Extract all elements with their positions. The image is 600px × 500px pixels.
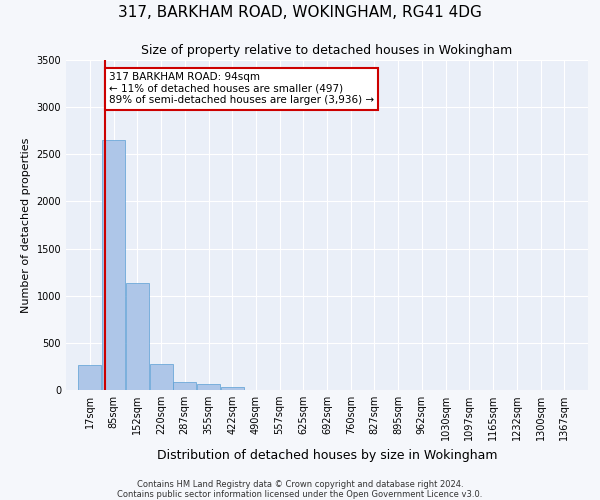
Bar xyxy=(149,364,173,390)
Y-axis label: Number of detached properties: Number of detached properties xyxy=(21,138,31,312)
Bar xyxy=(197,384,220,390)
Text: Contains HM Land Registry data © Crown copyright and database right 2024.
Contai: Contains HM Land Registry data © Crown c… xyxy=(118,480,482,499)
Bar xyxy=(221,386,244,390)
Text: 317, BARKHAM ROAD, WOKINGHAM, RG41 4DG: 317, BARKHAM ROAD, WOKINGHAM, RG41 4DG xyxy=(118,5,482,20)
Text: 317 BARKHAM ROAD: 94sqm
← 11% of detached houses are smaller (497)
89% of semi-d: 317 BARKHAM ROAD: 94sqm ← 11% of detache… xyxy=(109,72,374,106)
X-axis label: Distribution of detached houses by size in Wokingham: Distribution of detached houses by size … xyxy=(157,448,497,462)
Bar xyxy=(102,140,125,390)
Title: Size of property relative to detached houses in Wokingham: Size of property relative to detached ho… xyxy=(142,44,512,58)
Bar xyxy=(173,382,196,390)
Bar xyxy=(79,364,101,390)
Bar xyxy=(126,282,149,390)
